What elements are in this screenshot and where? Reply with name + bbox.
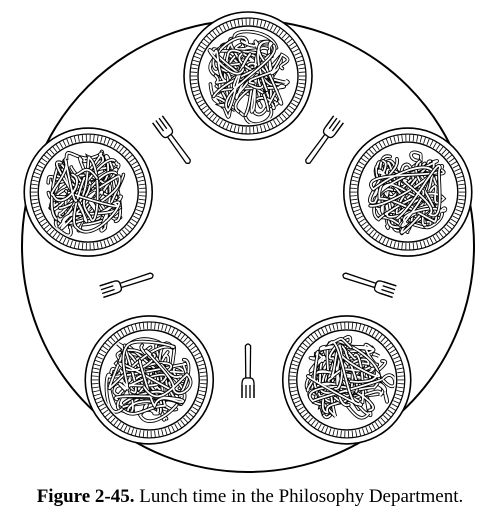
figure-number: Figure 2-45. xyxy=(36,486,135,507)
plate-top xyxy=(183,11,313,141)
fork-left xyxy=(99,272,154,298)
plate-lower-left xyxy=(84,315,215,445)
plate-upper-right xyxy=(342,127,473,257)
figure-caption-text: Lunch time in the Philosophy Department. xyxy=(139,486,464,507)
spaghetti xyxy=(104,337,193,423)
plate-upper-left xyxy=(23,127,154,257)
dining-philosophers-diagram xyxy=(21,11,475,473)
spaghetti xyxy=(46,149,126,237)
fork-top-right xyxy=(305,115,344,165)
forks xyxy=(99,115,397,398)
fork-right xyxy=(342,272,397,298)
spaghetti xyxy=(305,335,395,420)
spaghetti xyxy=(367,150,448,236)
figure-caption: Figure 2-45. Lunch time in the Philosoph… xyxy=(0,486,500,508)
spaghetti xyxy=(207,29,290,124)
plate-lower-right xyxy=(281,315,412,445)
fork-bottom xyxy=(241,343,255,398)
fork-top-left xyxy=(152,115,191,165)
plates xyxy=(23,11,473,445)
